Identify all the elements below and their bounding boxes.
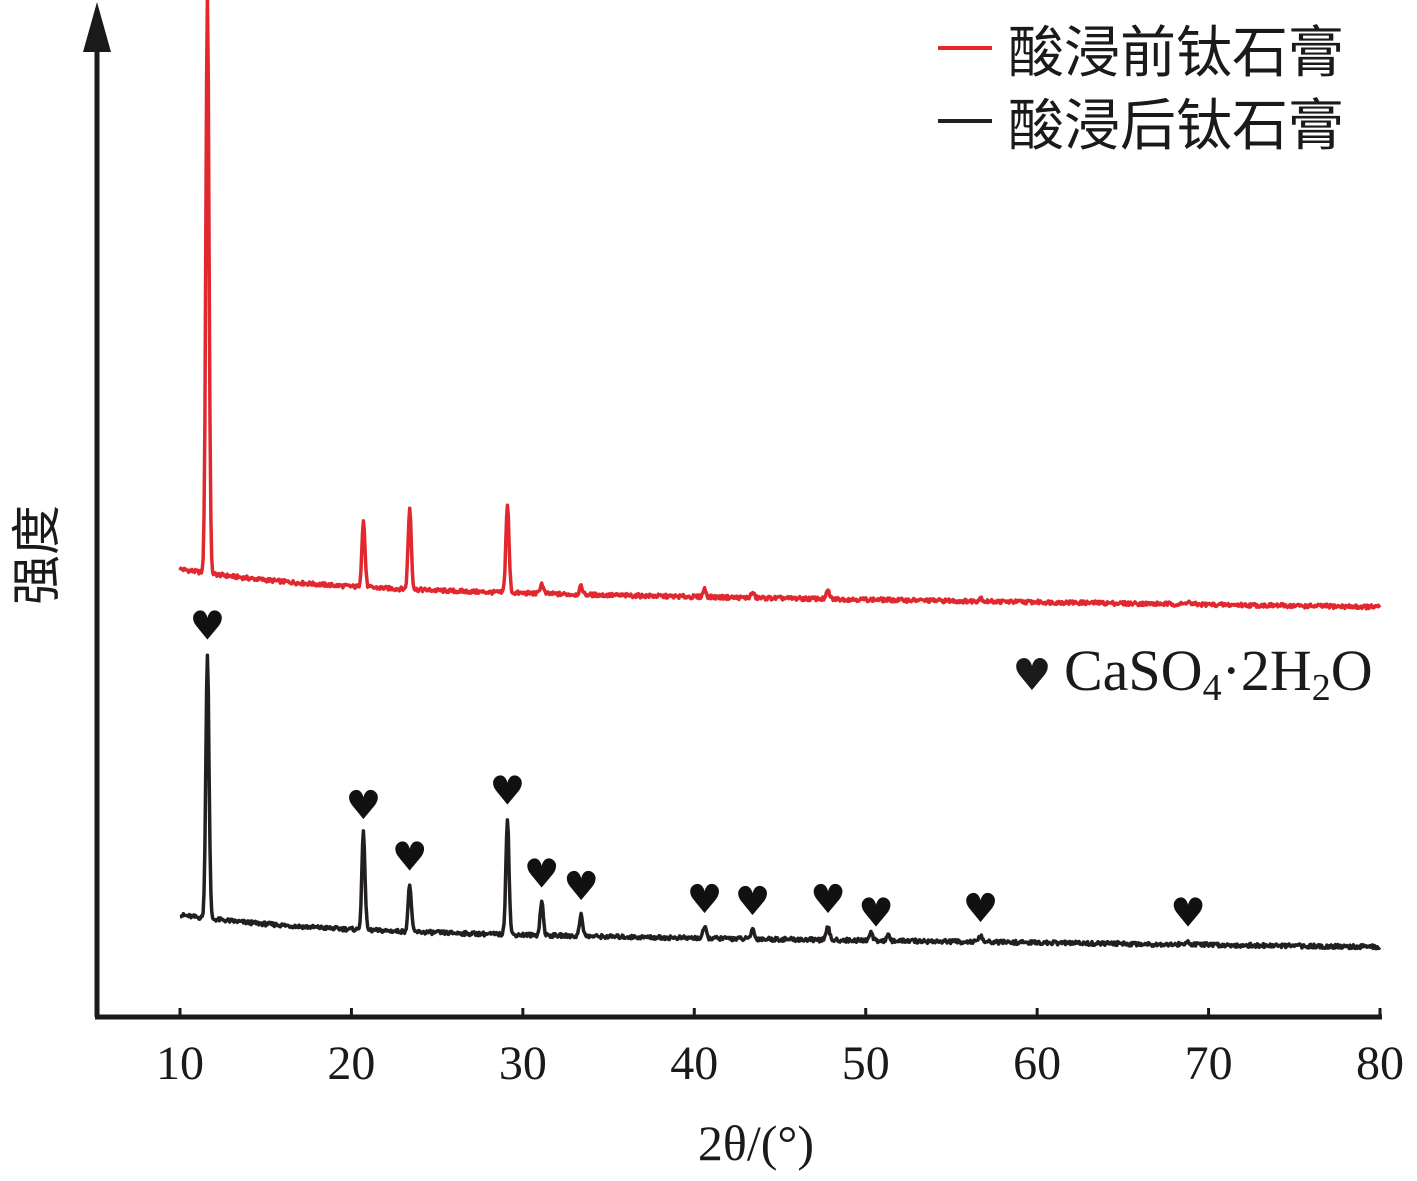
series-layer bbox=[178, 0, 1382, 951]
heart-marker-icon: ♥ bbox=[810, 877, 846, 923]
x-tick-label: 80 bbox=[1356, 1037, 1404, 1090]
series-line-after-leaching bbox=[179, 653, 1382, 951]
x-tick-label: 70 bbox=[1185, 1037, 1233, 1090]
x-tick-label: 50 bbox=[842, 1037, 890, 1090]
x-ticks: 10 20 30 40 50 60 70 80 bbox=[156, 1008, 1404, 1090]
heart-marker-icon: ♥ bbox=[963, 886, 999, 932]
annotation-label: CaSO4·2H2O bbox=[1064, 638, 1373, 709]
legend-label-before: 酸浸前钛石膏 bbox=[1008, 21, 1344, 86]
x-tick-label: 30 bbox=[499, 1037, 547, 1090]
axes bbox=[83, 2, 1382, 1020]
y-axis-arrow bbox=[83, 2, 111, 52]
x-tick-label: 20 bbox=[327, 1037, 375, 1090]
heart-marker-icon: ♥ bbox=[392, 835, 428, 881]
phase-annotation: ♥ CaSO4·2H2O bbox=[1012, 638, 1372, 709]
series-line-before-leaching bbox=[178, 0, 1382, 611]
heart-marker-icon: ♥ bbox=[489, 769, 525, 815]
heart-marker-icon: ♥ bbox=[735, 879, 771, 925]
heart-marker-icon: ♥ bbox=[524, 851, 560, 897]
x-tick-label: 40 bbox=[670, 1037, 718, 1090]
heart-marker-icon: ♥ bbox=[189, 603, 225, 649]
legend-label-after: 酸浸后钛石膏 bbox=[1008, 94, 1344, 159]
x-tick-label: 10 bbox=[156, 1037, 204, 1090]
annotation-heart-icon: ♥ bbox=[1012, 650, 1051, 701]
x-tick-label: 60 bbox=[1013, 1037, 1061, 1090]
y-axis-title: 强度 bbox=[9, 505, 65, 605]
x-axis-title: 2θ/(°) bbox=[698, 1115, 814, 1171]
heart-marker-icon: ♥ bbox=[858, 891, 894, 937]
heart-marker-icon: ♥ bbox=[345, 783, 381, 829]
heart-marker-icon: ♥ bbox=[687, 877, 723, 923]
legend: 酸浸前钛石膏 酸浸后钛石膏 bbox=[938, 21, 1344, 159]
peak-markers: ♥♥♥♥♥ ♥ ♥ ♥ ♥ ♥ ♥ ♥ bbox=[189, 603, 1205, 936]
heart-marker-icon: ♥ bbox=[1170, 891, 1206, 937]
heart-marker-icon: ♥ bbox=[563, 864, 599, 910]
